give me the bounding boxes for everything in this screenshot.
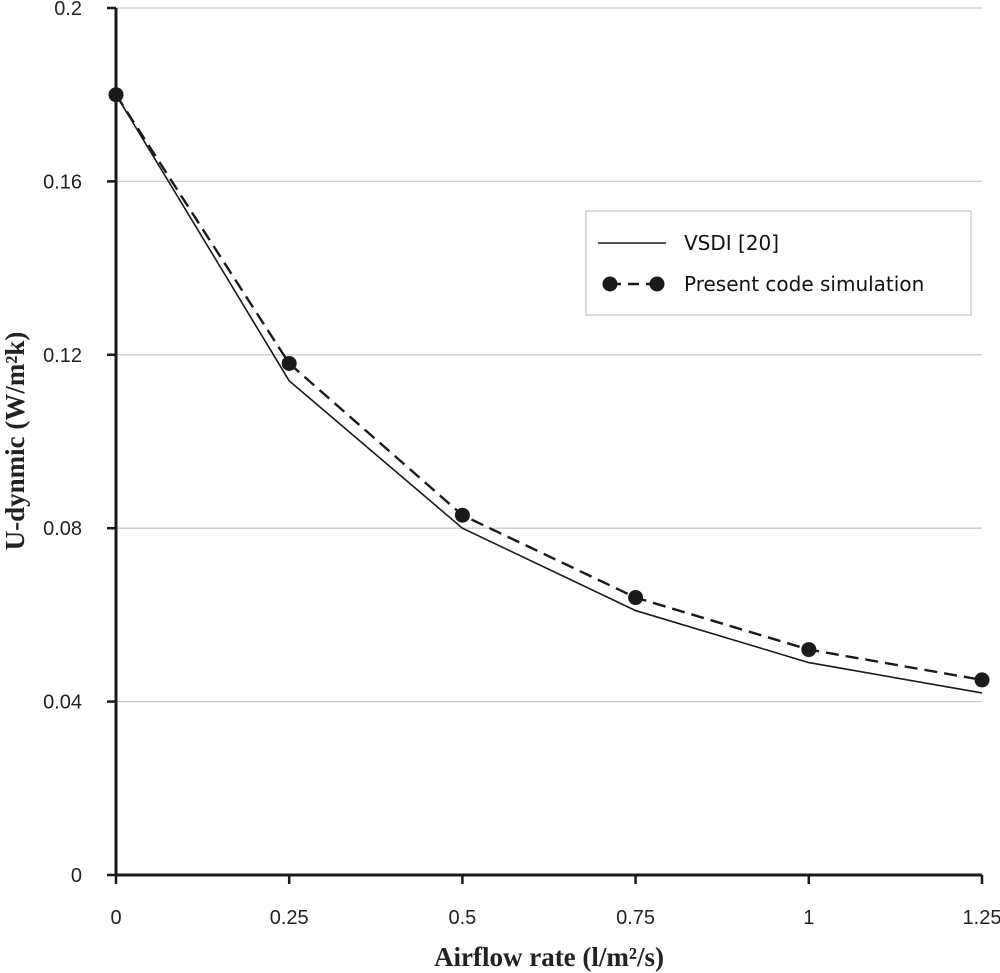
y-tick-label: 0.16 — [43, 171, 82, 193]
y-tick-label: 0.08 — [43, 518, 82, 540]
legend-marker-present-right — [649, 276, 665, 292]
legend-marker-present-left — [602, 276, 618, 292]
tick-labels: 0 0.04 0.08 0.12 0.16 0.2 0 0.25 0.5 0.75 1 1.25 — [43, 0, 1000, 929]
gridlines — [116, 7, 982, 703]
x-tick-label: 0 — [110, 907, 121, 929]
series-line-vsdi — [115, 94, 983, 694]
y-tick-label: 0.12 — [43, 345, 82, 367]
y-tick-label: 0 — [71, 865, 82, 887]
axes — [114, 8, 982, 877]
data-point-present-code — [281, 355, 297, 371]
x-tick-label: 0.25 — [270, 907, 309, 929]
y-tick-label: 0.04 — [43, 692, 82, 714]
data-point-present-code — [628, 590, 644, 606]
data-point-present-code — [801, 642, 817, 658]
data-point-present-code — [974, 672, 990, 688]
series-line-present-code — [114, 94, 983, 682]
legend-box — [585, 210, 972, 316]
x-tick-label: 1.25 — [963, 907, 1000, 929]
legend: VSDI [20] Present code simulation — [585, 210, 972, 316]
data-point-present-code — [454, 507, 470, 523]
x-tick-label: 0.5 — [448, 907, 476, 929]
series-layer — [108, 87, 990, 694]
y-tick-label: 0.2 — [54, 0, 82, 20]
x-tick-label: 0.75 — [616, 907, 655, 929]
legend-label-present: Present code simulation — [684, 272, 924, 296]
legend-label-vsdi: VSDI [20] — [684, 231, 779, 255]
x-tick-label: 1 — [803, 907, 814, 929]
x-axis-title: Airflow rate (l/m²/s) — [434, 942, 664, 972]
y-axis-title: U-dynmic (W/m²k) — [0, 332, 30, 551]
